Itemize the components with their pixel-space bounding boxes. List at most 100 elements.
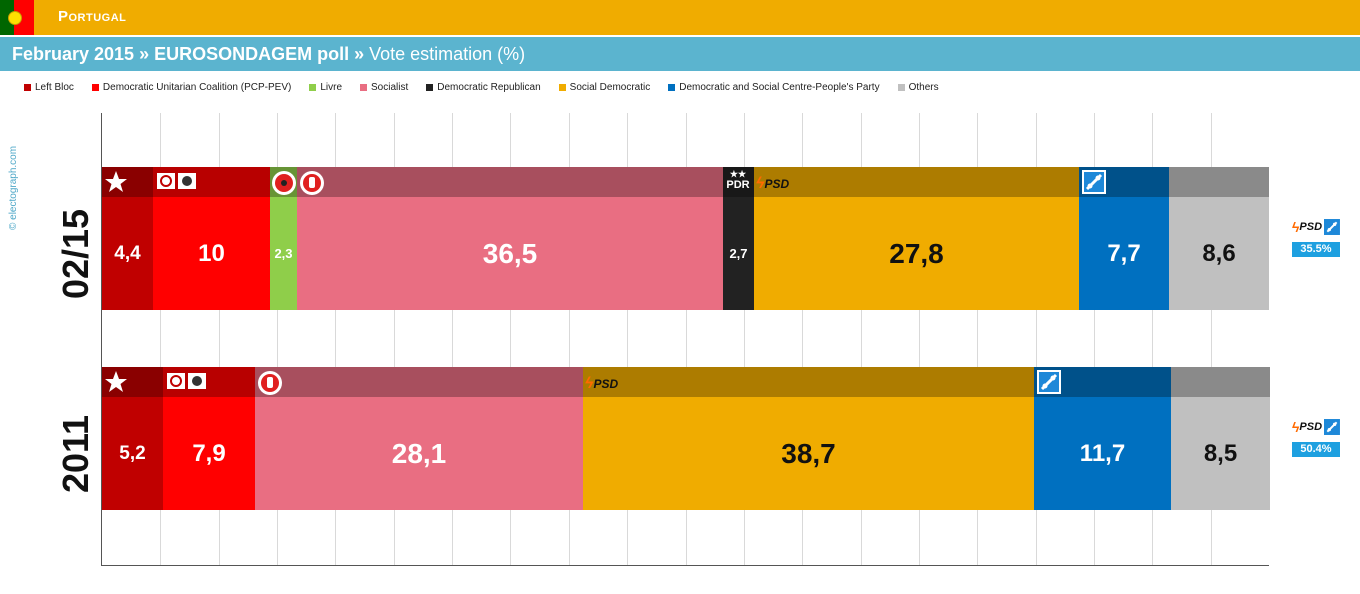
legend-swatch [309,83,317,91]
legend-item: Others [897,81,939,93]
portugal-flag-icon [0,0,34,35]
legend-swatch [426,83,434,91]
bar-segment: 11,7 [1034,397,1171,510]
gridline [686,113,687,565]
bar-segment: 27,8 [754,197,1079,310]
coalition-total: 50.4% [1292,442,1340,457]
psd-logo-icon: ϟPSD [756,175,790,192]
legend-label: Democratic and Social Centre-People's Pa… [679,81,880,93]
gridline [219,113,220,565]
gridline [1036,113,1037,565]
gridline [510,113,511,565]
watermark-text: © electograph.com [8,145,19,230]
data-label: 38,7 [781,437,836,469]
gridline [452,113,453,565]
legend-swatch [24,83,31,91]
coalition-badge: ϟ PSD 50.4% [1292,416,1340,458]
party-band [754,167,1079,197]
psd-cds-coalition-icon: ϟ PSD [1292,216,1340,238]
data-label: 2,3 [274,246,293,261]
legend-item: Left Bloc [24,82,74,93]
data-label: 5,2 [119,442,146,464]
legend-swatch [897,83,905,91]
legend-item: Democratic Republican [426,81,541,93]
bar-segment: 4,4 [102,197,153,310]
bar-segment: 2,7 [723,197,754,310]
coalition-badge: ϟ PSD 35.5% [1292,216,1340,258]
psd-logo-icon: ϟPSD [585,375,619,392]
legend-label: Democratic Republican [437,81,541,93]
chart-title-bold: February 2015 » EUROSONDAGEM poll » [12,44,365,64]
data-label: 2,7 [729,246,748,261]
bar-segment: 10 [153,197,270,310]
legend-label: Socialist [371,81,409,93]
gridline [569,113,570,565]
pdr-logo-icon: ★★ PDR [726,169,750,191]
data-label: 8,6 [1202,239,1236,267]
party-band [255,367,583,397]
gridline [977,113,978,565]
hammer-sickle-icon [157,173,197,192]
legend-label: Others [908,81,939,93]
party-band [1171,367,1270,397]
data-label: 7,9 [192,439,226,467]
legend-swatch [668,83,676,91]
cds-logo-icon [1082,170,1106,197]
data-label: 27,8 [889,237,944,269]
party-band [1169,167,1269,197]
psd-cds-coalition-icon: ϟ PSD [1292,416,1340,438]
gridline [1211,113,1212,565]
legend-item: Social Democratic [558,81,651,93]
bar-segment: 8,5 [1171,397,1270,510]
livre-poppy-icon [271,170,297,199]
party-band [297,167,723,197]
socialist-fist-icon [299,170,325,199]
data-label: 7,7 [1107,239,1141,267]
data-label: 11,7 [1079,439,1126,467]
bar-segment: 7,9 [163,397,255,510]
data-label: 8,5 [1203,439,1238,467]
gridline [335,113,336,565]
legend-item: Democratic and Social Centre-People's Pa… [668,81,880,93]
category-label-text: 2011 [55,414,96,493]
left-bloc-star-icon [104,170,128,197]
chart-title-rest: Vote estimation (%) [364,44,526,64]
legend-label: Social Democratic [569,81,651,93]
bar-segment: 8,6 [1169,197,1269,310]
gridline [861,113,862,565]
legend-label: Left Bloc [35,81,74,93]
gridline [744,113,745,565]
gridline [1152,113,1153,565]
x-axis-line [101,565,1269,566]
left-bloc-star-icon [104,370,128,397]
bar-segment: 28,1 [255,397,583,510]
gridline [919,113,920,565]
y-axis-line [101,113,102,566]
category-label: 02/15 [55,174,96,334]
bar-segment: 7,7 [1079,197,1169,310]
bar-segment: 36,5 [297,197,723,310]
chart-title: February 2015 » EUROSONDAGEM poll » Vote… [12,44,525,65]
gridline [277,113,278,565]
legend-item: Socialist [360,82,408,93]
watermark: © electograph.com [6,112,20,232]
bar-segment: 5,2 [102,397,163,510]
legend-item: Democratic Unitarian Coalition (PCP-PEV) [91,82,291,93]
legend-label: Livre [320,81,343,93]
data-label: 4,4 [114,242,141,264]
party-band [583,367,1034,397]
legend-swatch [360,83,368,91]
gridline [160,113,161,565]
title-bar: February 2015 » EUROSONDAGEM poll » Vote… [0,37,1360,71]
cds-logo-icon [1037,370,1061,397]
country-name: Portugal [58,8,127,25]
country-bar: Portugal [0,0,1360,35]
legend-swatch [91,83,99,91]
gridline [627,113,628,565]
hammer-sickle-icon [167,373,207,392]
bar-segment: 38,7 [583,397,1034,510]
legend: Left Bloc Democratic Unitarian Coalition … [24,80,957,94]
socialist-fist-icon [257,370,283,399]
party-band [723,167,754,197]
data-label: 28,1 [391,437,447,469]
